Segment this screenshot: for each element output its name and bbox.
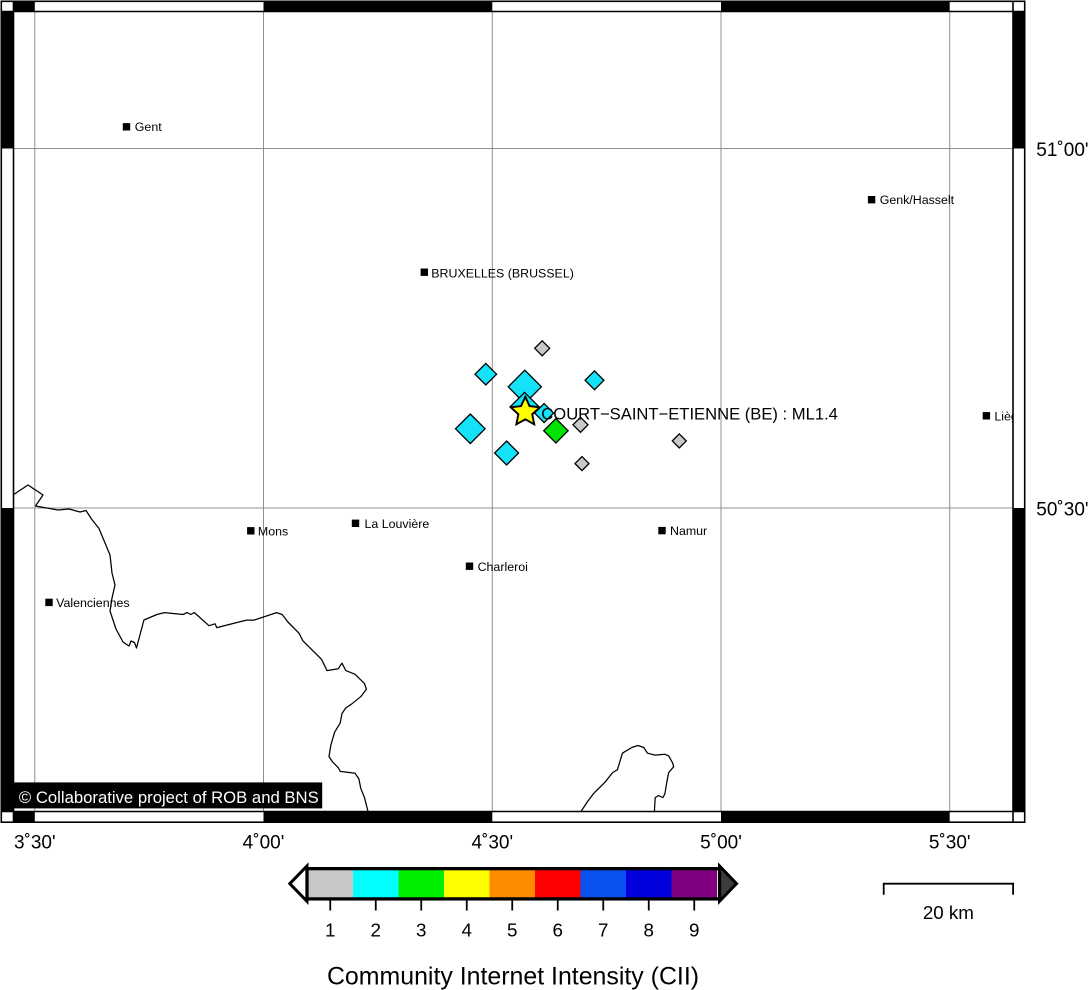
svg-text:5˚00': 5˚00'	[700, 833, 742, 854]
svg-text:4˚00': 4˚00'	[243, 833, 285, 854]
svg-text:La Louvière: La Louvière	[365, 517, 430, 531]
svg-text:Gent: Gent	[135, 120, 162, 134]
svg-text:Community Internet Intensity (: Community Internet Intensity (CII)	[327, 963, 699, 990]
svg-text:6: 6	[553, 920, 563, 941]
svg-text:4: 4	[462, 920, 472, 941]
svg-text:Genk/Hasselt: Genk/Hasselt	[880, 193, 955, 207]
svg-text:1: 1	[325, 920, 335, 941]
svg-text:50˚30': 50˚30'	[1036, 500, 1088, 521]
svg-text:2: 2	[371, 920, 381, 941]
svg-text:7: 7	[598, 920, 608, 941]
svg-text:BRUXELLES (BRUSSEL): BRUXELLES (BRUSSEL)	[431, 266, 574, 280]
svg-text:4˚30': 4˚30'	[471, 833, 513, 854]
svg-text:Charleroi: Charleroi	[478, 560, 528, 574]
svg-text:5˚30': 5˚30'	[929, 833, 971, 854]
svg-text:3: 3	[416, 920, 426, 941]
svg-text:20 km: 20 km	[923, 902, 974, 923]
svg-text:5: 5	[507, 920, 517, 941]
svg-text:Liège: Liège	[994, 409, 1024, 423]
svg-text:© Collaborative project of ROB: © Collaborative project of ROB and BNS	[19, 788, 319, 807]
svg-text:9: 9	[689, 920, 699, 941]
svg-text:Valenciennes: Valenciennes	[56, 596, 129, 610]
svg-text:8: 8	[644, 920, 654, 941]
svg-text:Namur: Namur	[670, 524, 707, 538]
svg-text:Mons: Mons	[258, 524, 288, 538]
svg-text:51˚00': 51˚00'	[1036, 140, 1088, 161]
svg-text:COURT−SAINT−ETIENNE (BE) : ML1: COURT−SAINT−ETIENNE (BE) : ML1.4	[541, 405, 838, 424]
svg-text:3˚30': 3˚30'	[14, 833, 56, 854]
